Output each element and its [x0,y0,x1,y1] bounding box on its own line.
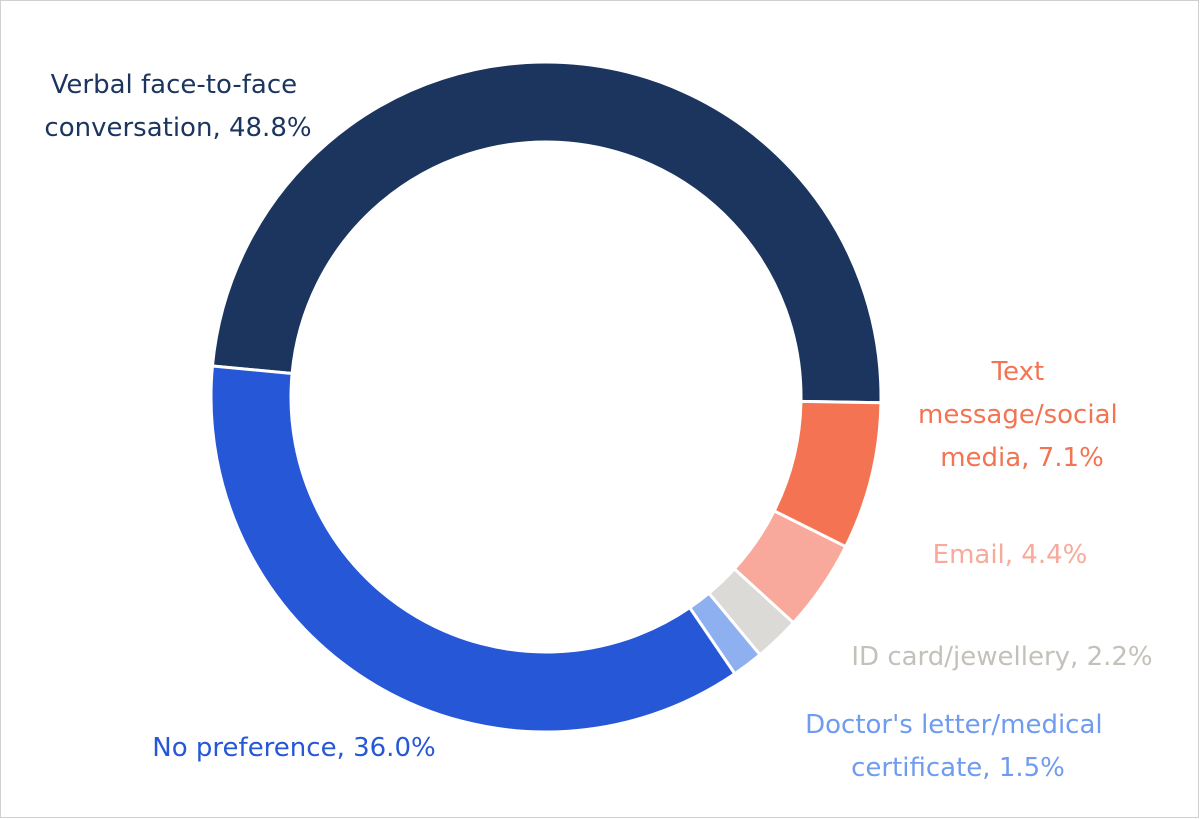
data-label: Text message/social media, 7.1% [918,357,1126,473]
data-label: Verbal face-to-face conversation, 48.8% [44,70,311,143]
data-label: Email, 4.4% [933,540,1088,570]
donut-slice [210,60,883,405]
data-label: No preference, 36.0% [152,733,435,763]
donut-slice [209,364,737,734]
data-label: ID card/jewellery, 2.2% [851,642,1152,672]
data-label: Doctor's letter/medical certificate, 1.5… [805,710,1111,783]
